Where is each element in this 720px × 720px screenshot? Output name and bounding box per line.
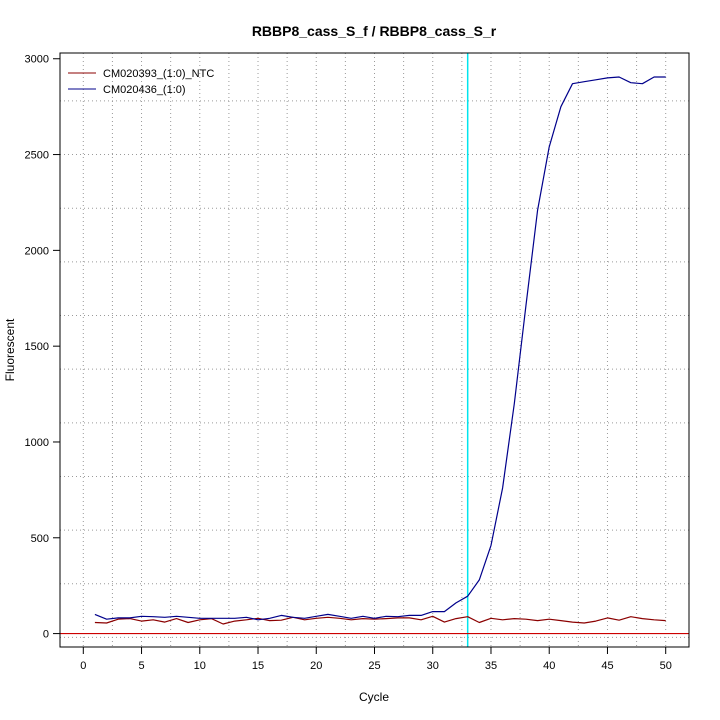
- x-tick-label: 20: [310, 660, 322, 672]
- series-layer: [94, 76, 666, 625]
- x-tick-label: 5: [138, 660, 144, 672]
- y-tick-label: 3000: [25, 54, 49, 66]
- y-tick-label: 2500: [25, 150, 49, 162]
- legend-label-ntc: CM020393_(1:0)_NTC: [103, 68, 214, 80]
- y-axis-label: Fluorescent: [3, 318, 17, 381]
- x-tick-label: 40: [543, 660, 555, 672]
- x-tick-label: 35: [485, 660, 497, 672]
- legend: CM020393_(1:0)_NTC CM020436_(1:0): [68, 68, 214, 96]
- x-tick-label: 25: [368, 660, 380, 672]
- y-tick-label: 1000: [25, 437, 49, 449]
- y-axis: 0 500 1000 1500 2000 2500 3000: [25, 54, 60, 641]
- y-tick-label: 2000: [25, 245, 49, 257]
- y-tick-label: 1500: [25, 341, 49, 353]
- x-axis-label: Cycle: [359, 690, 389, 704]
- x-tick-label: 0: [80, 660, 86, 672]
- chart-title: RBBP8_cass_S_f / RBBP8_cass_S_r: [252, 23, 497, 39]
- x-tick-label: 15: [252, 660, 264, 672]
- x-tick-label: 50: [660, 660, 672, 672]
- series-line-1: [94, 76, 666, 621]
- x-tick-label: 45: [601, 660, 613, 672]
- x-axis: 0 5 10 15 20 25 30 35 40 45 50: [80, 647, 672, 672]
- y-tick-label: 500: [31, 533, 49, 545]
- x-tick-label: 10: [194, 660, 206, 672]
- legend-label-sample: CM020436_(1:0): [103, 84, 186, 96]
- x-tick-label: 30: [427, 660, 439, 672]
- series-line-0: [94, 615, 666, 625]
- y-tick-label: 0: [43, 629, 49, 641]
